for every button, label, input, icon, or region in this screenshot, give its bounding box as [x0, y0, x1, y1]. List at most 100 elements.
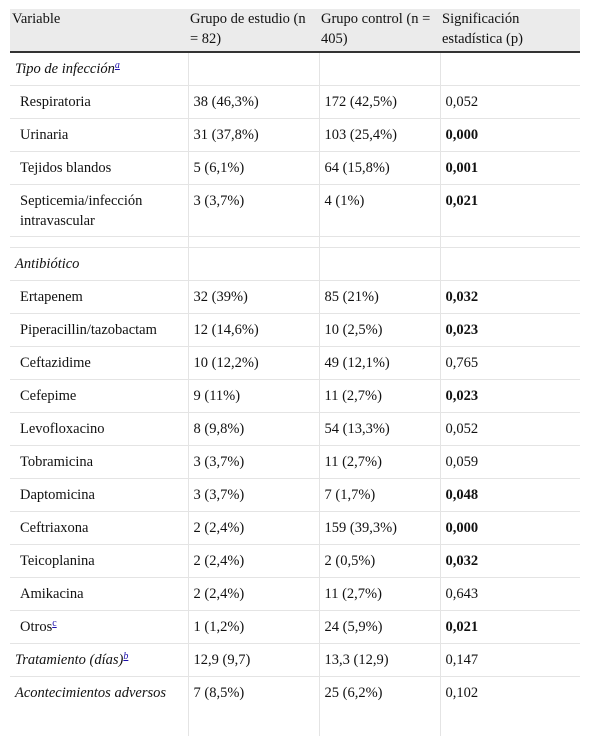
control-value: 103 (25,4%) — [318, 117, 440, 151]
row-label: Ertapenem — [10, 279, 188, 313]
row-label-adverse-events: Acontecimientos adversos — [10, 675, 188, 736]
table-row: Ertapenem 32 (39%) 85 (21%) 0,032 — [10, 279, 580, 313]
results-table-container: Variable Grupo de estudio (n = 82) Grupo… — [10, 9, 580, 736]
footnote-link-b[interactable]: b — [123, 650, 129, 662]
row-label: Urinaria — [10, 117, 188, 151]
spacer-cell — [439, 235, 580, 247]
p-value: 0,643 — [439, 576, 580, 610]
study-value: 1 (1,2%) — [187, 609, 319, 643]
control-value: 4 (1%) — [318, 183, 440, 236]
header-variable: Variable — [10, 9, 188, 53]
table-row: Daptomicina 3 (3,7%) 7 (1,7%) 0,048 — [10, 477, 580, 511]
row-label: Daptomicina — [10, 477, 188, 511]
study-value: 12 (14,6%) — [187, 312, 319, 346]
control-value: 11 (2,7%) — [318, 378, 440, 412]
control-value: 54 (13,3%) — [318, 411, 440, 445]
row-label-text: Otros — [20, 618, 53, 635]
table-header: Variable Grupo de estudio (n = 82) Grupo… — [10, 9, 580, 53]
table-row: Otrosc 1 (1,2%) 24 (5,9%) 0,021 — [10, 609, 580, 643]
p-value: 0,059 — [439, 444, 580, 478]
p-value: 0,147 — [439, 642, 580, 676]
study-value: 8 (9,8%) — [187, 411, 319, 445]
row-label: Tobramicina — [10, 444, 188, 478]
row-label: Tejidos blandos — [10, 150, 188, 184]
control-value: 25 (6,2%) — [318, 675, 440, 736]
p-value-significant: 0,001 — [439, 150, 580, 184]
footnote-link-c[interactable]: c — [52, 617, 57, 629]
control-value: 10 (2,5%) — [318, 312, 440, 346]
control-value: 11 (2,7%) — [318, 576, 440, 610]
study-value: 2 (2,4%) — [187, 576, 319, 610]
row-label: Piperacillin/tazobactam — [10, 312, 188, 346]
footnote-a: a — [115, 60, 120, 71]
control-value: 172 (42,5%) — [318, 84, 440, 118]
spacer-cell — [318, 235, 440, 247]
treatment-label-text: Tratamiento (días) — [15, 651, 124, 668]
p-value-significant: 0,021 — [439, 609, 580, 643]
p-value-significant: 0,000 — [439, 117, 580, 151]
study-value: 38 (46,3%) — [187, 84, 319, 118]
row-label: Septicemia/infección intravascular — [10, 183, 188, 236]
table-row: Tratamiento (días)b 12,9 (9,7) 13,3 (12,… — [10, 642, 580, 676]
empty-cell — [318, 51, 440, 85]
row-label-treatment: Tratamiento (días)b — [10, 642, 188, 676]
p-value: 0,765 — [439, 345, 580, 379]
spacer-row — [10, 235, 580, 247]
footnote-b: b — [123, 651, 128, 662]
p-value-significant: 0,032 — [439, 543, 580, 577]
empty-cell — [187, 51, 319, 85]
study-value: 32 (39%) — [187, 279, 319, 313]
table-row: Acontecimientos adversos 7 (8,5%) 25 (6,… — [10, 675, 580, 736]
table-row: Ceftriaxona 2 (2,4%) 159 (39,3%) 0,000 — [10, 510, 580, 544]
study-value: 12,9 (9,7) — [187, 642, 319, 676]
control-value: 11 (2,7%) — [318, 444, 440, 478]
study-value: 3 (3,7%) — [187, 444, 319, 478]
header-significance: Significación estadística (p) — [440, 9, 580, 53]
table-row: Septicemia/infección intravascular 3 (3,… — [10, 183, 580, 236]
table-row: Respiratoria 38 (46,3%) 172 (42,5%) 0,05… — [10, 84, 580, 118]
p-value: 0,052 — [439, 84, 580, 118]
control-value: 7 (1,7%) — [318, 477, 440, 511]
header-control-group: Grupo control (n = 405) — [319, 9, 440, 53]
control-value: 64 (15,8%) — [318, 150, 440, 184]
footnote-c: c — [52, 618, 56, 629]
row-label: Ceftazidime — [10, 345, 188, 379]
study-value: 9 (11%) — [187, 378, 319, 412]
section-infection-text: Tipo de infección — [15, 61, 115, 77]
table-row: Cefepime 9 (11%) 11 (2,7%) 0,023 — [10, 378, 580, 412]
study-value: 3 (3,7%) — [187, 183, 319, 236]
p-value-significant: 0,048 — [439, 477, 580, 511]
row-label: Otrosc — [10, 609, 188, 643]
table-row: Piperacillin/tazobactam 12 (14,6%) 10 (2… — [10, 312, 580, 346]
control-value: 24 (5,9%) — [318, 609, 440, 643]
empty-cell — [318, 246, 440, 280]
study-value: 2 (2,4%) — [187, 510, 319, 544]
study-value: 31 (37,8%) — [187, 117, 319, 151]
header-study-group: Grupo de estudio (n = 82) — [188, 9, 319, 53]
table-row: Tobramicina 3 (3,7%) 11 (2,7%) 0,059 — [10, 444, 580, 478]
p-value: 0,102 — [439, 675, 580, 736]
row-label: Cefepime — [10, 378, 188, 412]
table-row: Tejidos blandos 5 (6,1%) 64 (15,8%) 0,00… — [10, 150, 580, 184]
section-row-antibiotic: Antibiótico — [10, 246, 580, 280]
footnote-link-a[interactable]: a — [114, 60, 120, 71]
empty-cell — [187, 246, 319, 280]
table-row: Teicoplanina 2 (2,4%) 2 (0,5%) 0,032 — [10, 543, 580, 577]
control-value: 159 (39,3%) — [318, 510, 440, 544]
p-value-significant: 0,032 — [439, 279, 580, 313]
study-value: 3 (3,7%) — [187, 477, 319, 511]
row-label: Levofloxacino — [10, 411, 188, 445]
study-value: 10 (12,2%) — [187, 345, 319, 379]
p-value-significant: 0,021 — [439, 183, 580, 236]
study-value: 5 (6,1%) — [187, 150, 319, 184]
empty-cell — [439, 51, 580, 85]
control-value: 2 (0,5%) — [318, 543, 440, 577]
row-label: Teicoplanina — [10, 543, 188, 577]
section-label-infection: Tipo de infeccióna — [10, 51, 188, 85]
p-value-significant: 0,000 — [439, 510, 580, 544]
row-label: Amikacina — [10, 576, 188, 610]
table-row: Urinaria 31 (37,8%) 103 (25,4%) 0,000 — [10, 117, 580, 151]
row-label: Respiratoria — [10, 84, 188, 118]
section-row-infection: Tipo de infeccióna — [10, 51, 580, 85]
table-row: Ceftazidime 10 (12,2%) 49 (12,1%) 0,765 — [10, 345, 580, 379]
